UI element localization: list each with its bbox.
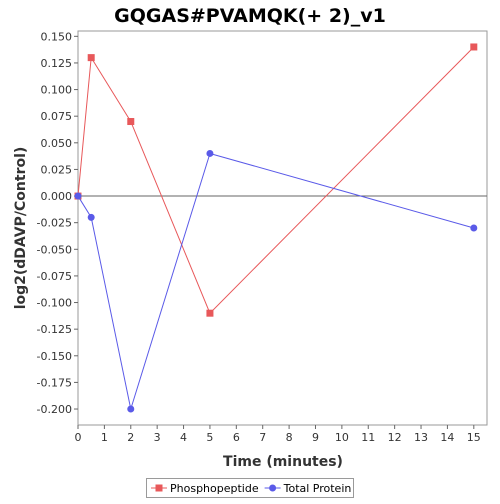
total-protein-point [87, 213, 95, 221]
y-tick-label: -0.125 [37, 323, 72, 336]
y-tick-label: 0.000 [41, 190, 73, 203]
y-tick-label: -0.100 [37, 297, 72, 310]
y-tick-label: -0.050 [37, 243, 72, 256]
x-tick-label: 11 [361, 431, 375, 444]
y-tick-label: -0.175 [37, 376, 72, 389]
y-axis: 0.150 0.125 0.100 0.075 0.050 0.025 0.000 -0.02… [37, 30, 78, 416]
series-layer [74, 43, 478, 413]
y-tick-label: 0.100 [41, 84, 73, 97]
x-axis-label: Time (minutes) [223, 454, 343, 470]
plot-area [77, 30, 488, 426]
x-tick-label: 5 [206, 431, 213, 444]
x-tick-label: 3 [154, 431, 161, 444]
total-protein-point [127, 405, 135, 413]
y-tick-label: -0.150 [37, 350, 72, 363]
y-tick-label: 0.050 [41, 137, 73, 150]
x-tick-label: 1 [101, 431, 108, 444]
legend-svg: Phosphopeptide Total Protein [151, 482, 352, 495]
x-tick-label: 13 [414, 431, 428, 444]
total-protein-point [74, 192, 82, 200]
x-tick-label: 0 [75, 431, 82, 444]
phosphopeptide-point [127, 118, 135, 126]
x-tick-label: 10 [335, 431, 349, 444]
x-tick-label: 9 [312, 431, 319, 444]
phosphopeptide-point [87, 54, 95, 62]
x-tick-label: 14 [440, 431, 454, 444]
y-tick-label: -0.200 [37, 403, 72, 416]
legend: Phosphopeptide Total Protein [146, 478, 354, 498]
x-tick-label: 12 [388, 431, 402, 444]
x-axis: 0 1 2 3 4 5 6 7 8 9 10 11 12 13 14 15 [75, 425, 481, 444]
total-protein-legend-label: Total Protein [283, 482, 352, 495]
x-tick-label: 4 [180, 431, 187, 444]
x-tick-label: 2 [127, 431, 134, 444]
y-tick-label: -0.025 [37, 217, 72, 230]
total-protein-legend-marker [269, 484, 277, 492]
phosphopeptide-legend-marker [155, 484, 163, 492]
x-tick-label: 15 [467, 431, 481, 444]
y-tick-label: 0.125 [41, 57, 73, 70]
total-protein-point [470, 224, 478, 232]
y-tick-label: 0.150 [41, 30, 73, 43]
phosphopeptide-point [470, 43, 478, 51]
phosphopeptide-point [206, 309, 214, 317]
y-tick-label: -0.075 [37, 270, 72, 283]
x-tick-label: 7 [259, 431, 266, 444]
y-tick-label: 0.025 [41, 163, 73, 176]
x-tick-label: 6 [233, 431, 240, 444]
y-axis-label: log2(dDAVP/Control) [13, 147, 29, 310]
chart-title: GQGAS#PVAMQK(+ 2)_v1 [114, 5, 386, 27]
x-tick-label: 8 [286, 431, 293, 444]
phosphopeptide-legend-label: Phosphopeptide [170, 482, 259, 495]
total-protein-point [206, 149, 214, 157]
y-tick-label: 0.075 [41, 110, 73, 123]
